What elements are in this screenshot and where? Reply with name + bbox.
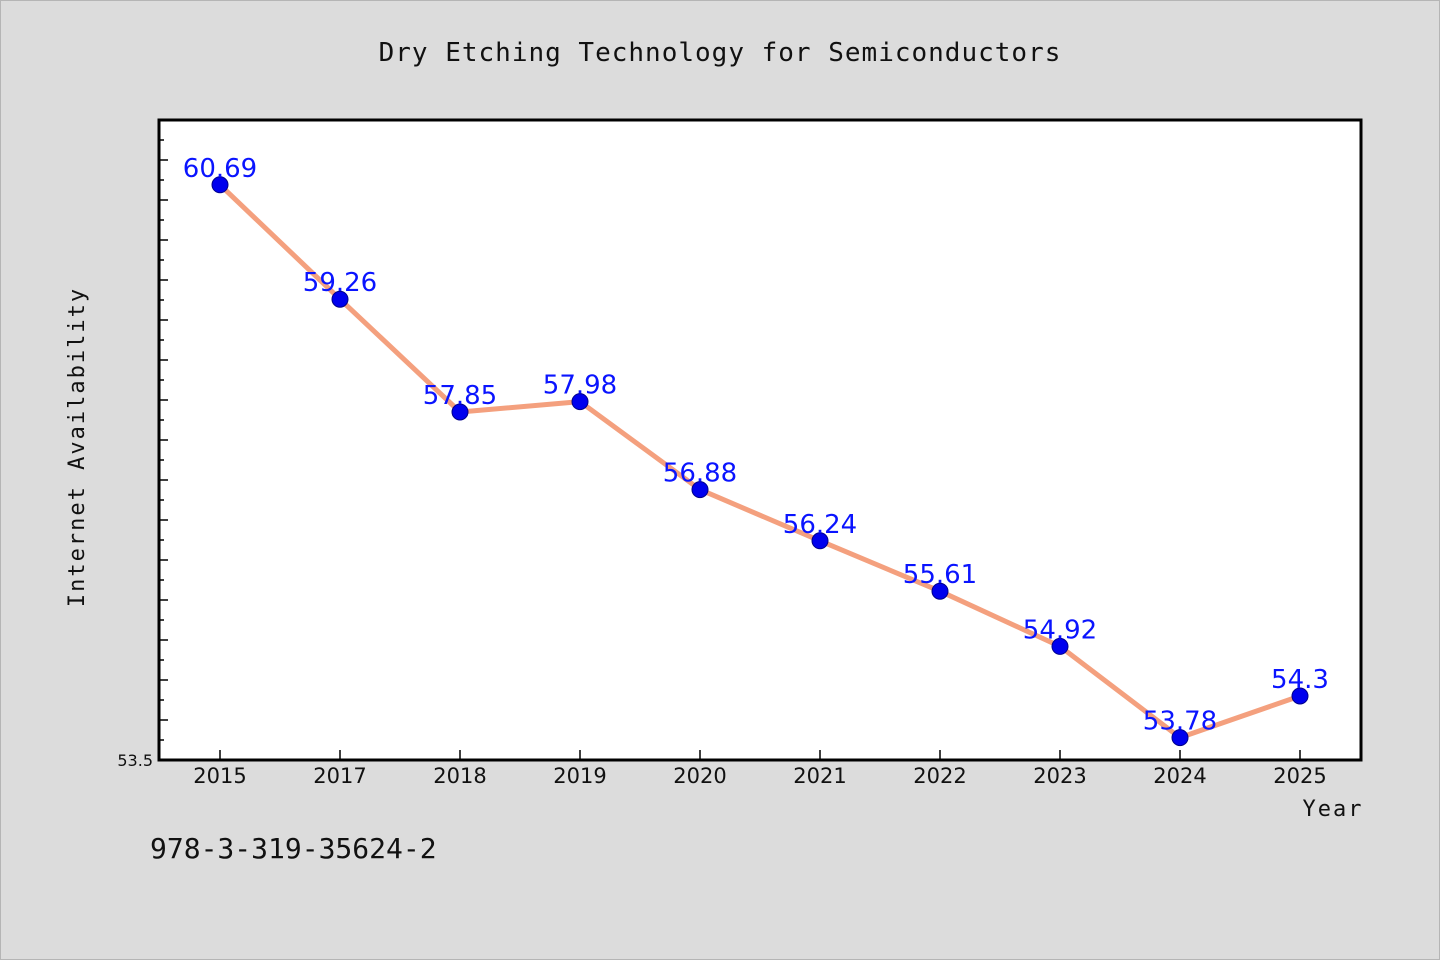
y-axis-label: Internet Availability (65, 287, 90, 607)
x-axis-ticks (219, 750, 1301, 760)
data-point (571, 393, 589, 411)
y-tick-label: 53.5 (117, 751, 153, 770)
x-tick-label: 2022 (913, 764, 966, 788)
data-point (1171, 729, 1189, 747)
data-label: 59.26 (303, 268, 377, 298)
data-label: 53.78 (1143, 707, 1217, 737)
data-label: 56.24 (783, 510, 857, 540)
data-label: 57.85 (423, 381, 497, 411)
data-label: 55.61 (903, 560, 977, 590)
x-tick-label: 2018 (433, 764, 486, 788)
data-label: 60.69 (183, 154, 257, 184)
data-point (451, 403, 469, 421)
data-label: 54.92 (1023, 615, 1097, 645)
x-axis-label: Year (1303, 797, 1364, 822)
plot-area (157, 118, 1363, 762)
x-tick-label: 2025 (1273, 764, 1326, 788)
x-tick-label: 2024 (1153, 764, 1206, 788)
chart-title: Dry Etching Technology for Semiconductor… (379, 38, 1062, 68)
series-line (218, 182, 1301, 741)
y-axis-ticks (159, 119, 168, 761)
data-point (931, 582, 949, 600)
x-tick-label: 2021 (793, 764, 846, 788)
data-point (331, 290, 349, 308)
data-point (811, 532, 829, 550)
x-axis-tick-labels: 2015 2017 2018 2019 2020 2021 2022 2023 2024 2025 (193, 764, 1326, 788)
x-tick-label: 2020 (673, 764, 726, 788)
x-tick-label: 2019 (553, 764, 606, 788)
data-labels: 60.69 59.26 57.85 57.98 56.88 56.24 55.61 54.92… (183, 154, 1329, 737)
data-point (691, 481, 709, 499)
data-label: 57.98 (543, 371, 617, 401)
x-tick-label: 2017 (313, 764, 366, 788)
data-label: 56.88 (663, 459, 737, 489)
data-markers (211, 176, 1309, 747)
isbn-code: 978-3-319-35624-2 (150, 832, 437, 865)
x-tick-label: 2015 (193, 764, 246, 788)
data-point (1051, 637, 1069, 655)
x-tick-label: 2023 (1033, 764, 1086, 788)
data-point (1291, 687, 1309, 705)
data-point (211, 176, 229, 194)
y-axis-tick-labels: 53.5 (117, 751, 153, 770)
data-label: 54.3 (1271, 665, 1329, 695)
